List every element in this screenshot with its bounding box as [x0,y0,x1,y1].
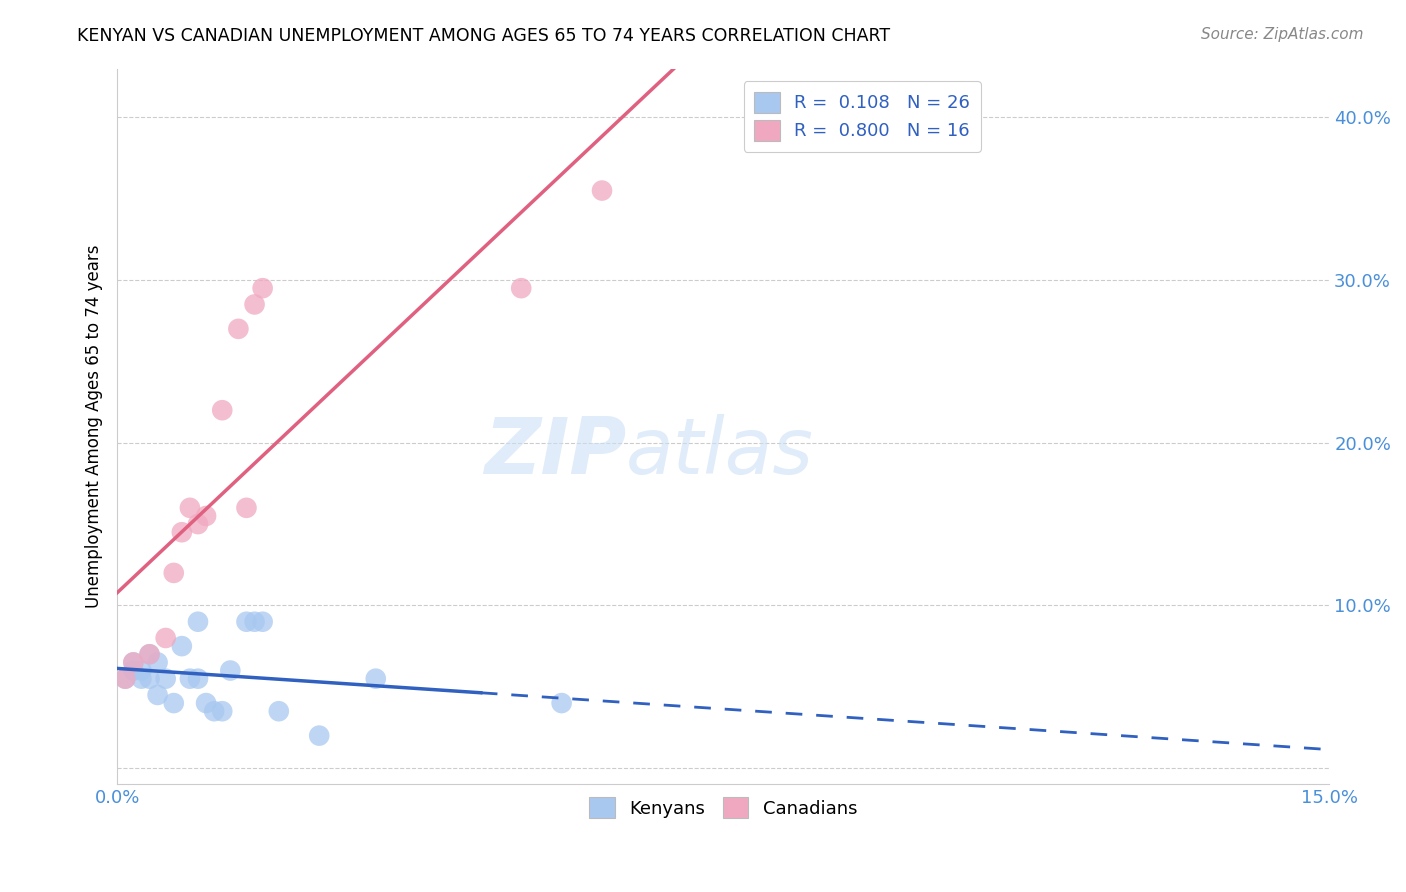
Point [228,322,250,336]
Point [202,704,225,718]
Point [211,403,233,417]
Text: KENYAN VS CANADIAN UNEMPLOYMENT AMONG AGES 65 TO 74 YEARS CORRELATION CHART: KENYAN VS CANADIAN UNEMPLOYMENT AMONG AG… [77,27,890,45]
Point [170,639,193,653]
Point [122,656,145,670]
Point [138,647,160,661]
Point [122,656,145,670]
Point [195,696,218,710]
Point [163,696,186,710]
Point [267,704,290,718]
Point [252,281,274,295]
Point [308,729,330,743]
Point [179,500,201,515]
Point [235,615,257,629]
Legend: Kenyans, Canadians: Kenyans, Canadians [582,790,865,825]
Point [219,664,242,678]
Point [591,184,613,198]
Point [114,672,136,686]
Point [187,672,209,686]
Point [243,615,266,629]
Point [122,664,145,678]
Point [187,517,209,532]
Point [114,672,136,686]
Point [364,672,387,686]
Y-axis label: Unemployment Among Ages 65 to 74 years: Unemployment Among Ages 65 to 74 years [86,244,103,608]
Point [195,508,218,523]
Point [138,647,160,661]
Point [550,696,572,710]
Point [131,672,153,686]
Text: atlas: atlas [626,414,814,490]
Text: Source: ZipAtlas.com: Source: ZipAtlas.com [1201,27,1364,42]
Point [235,500,257,515]
Point [138,672,160,686]
Point [243,297,266,311]
Point [252,615,274,629]
Point [170,525,193,540]
Point [510,281,533,295]
Point [187,615,209,629]
Point [155,672,177,686]
Point [146,656,169,670]
Text: ZIP: ZIP [484,414,626,490]
Point [179,672,201,686]
Point [131,664,153,678]
Point [146,688,169,702]
Point [163,566,186,580]
Point [211,704,233,718]
Point [155,631,177,645]
